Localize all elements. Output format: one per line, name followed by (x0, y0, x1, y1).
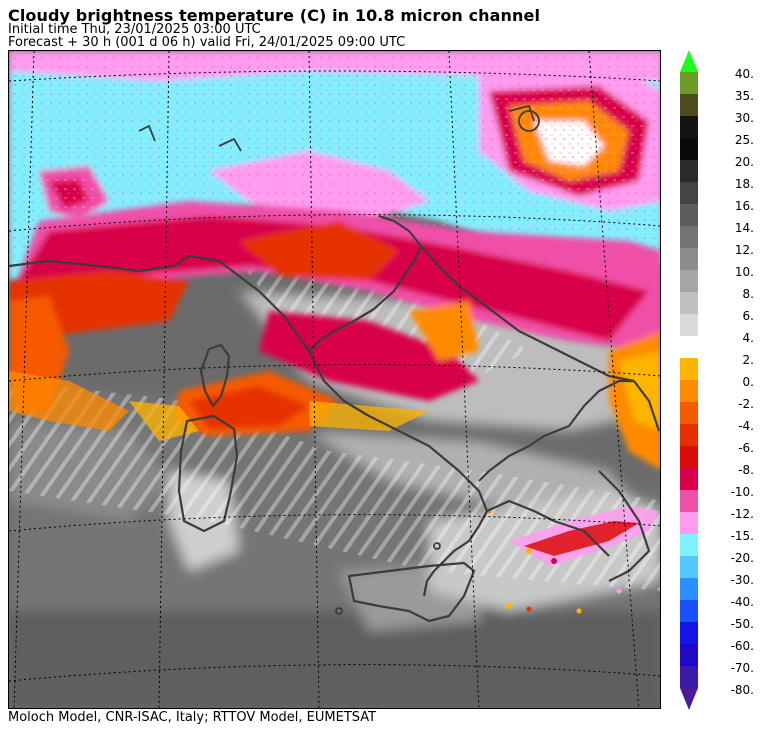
brightness-temperature-map (8, 50, 661, 709)
color-scale-swatch (680, 578, 698, 600)
initial-time-label: Initial time Thu, 23/01/2025 03:00 UTC (8, 22, 261, 37)
color-scale-swatch (680, 94, 698, 116)
color-scale-label: -2. (738, 397, 754, 411)
color-scale-swatch (680, 138, 698, 160)
color-scale-swatch (680, 160, 698, 182)
color-scale-swatch (680, 270, 698, 292)
graticule (9, 51, 660, 708)
color-scale-label: 12. (734, 243, 754, 257)
color-scale-label: 35. (734, 89, 754, 103)
color-scale-swatch (680, 446, 698, 468)
color-scale-label: -50. (730, 617, 754, 631)
color-scale-swatch (680, 402, 698, 424)
color-scale-label: -80. (730, 683, 754, 697)
forecast-valid-label: Forecast + 30 h (001 d 06 h) valid Fri, … (8, 35, 406, 50)
color-scale-swatch (680, 468, 698, 490)
map-title: Cloudy brightness temperature (C) in 10.… (8, 6, 541, 25)
color-scale-label: -40. (730, 595, 754, 609)
color-scale-swatch (680, 512, 698, 534)
color-scale-label: 20. (734, 155, 754, 169)
color-scale-label: -70. (730, 661, 754, 675)
color-scale-label: -4. (738, 419, 754, 433)
color-scale-swatch (680, 600, 698, 622)
color-scale-label: 6. (742, 309, 754, 323)
color-scale-label: -8. (738, 463, 754, 477)
color-scale-swatch (680, 314, 698, 336)
france-coastline (9, 259, 175, 273)
color-scale-label: -20. (730, 551, 754, 565)
color-scale-label: -15. (730, 529, 754, 543)
color-scale-swatch (680, 72, 698, 94)
color-scale-swatch (680, 358, 698, 380)
color-scale-swatch (680, 204, 698, 226)
color-scale-label: 0. (742, 375, 754, 389)
color-scale-label: 18. (734, 177, 754, 191)
italy-peninsula-coastline (173, 214, 634, 597)
color-scale-label: -12. (730, 507, 754, 521)
color-scale-label: 2. (742, 353, 754, 367)
adriatic-east-coastline (420, 245, 660, 432)
color-scale-label: 8. (742, 287, 754, 301)
color-scale-label: -60. (730, 639, 754, 653)
color-scale-swatch (680, 424, 698, 446)
color-scale-label: 4. (742, 331, 754, 345)
color-scale-swatch (680, 644, 698, 666)
color-scale-label: 30. (734, 111, 754, 125)
color-scale-label: 25. (734, 133, 754, 147)
color-scale-bottom-arrow (680, 688, 698, 710)
color-scale-swatch (680, 556, 698, 578)
color-scale-swatch (680, 226, 698, 248)
color-scale-swatch (680, 490, 698, 512)
color-scale-swatches (680, 50, 698, 710)
islands (138, 104, 540, 615)
color-scale-top-arrow (680, 50, 698, 72)
color-scale-label: 14. (734, 221, 754, 235)
sardinia-coastline (177, 414, 239, 533)
color-scale-swatch (680, 248, 698, 270)
color-scale-swatch (680, 622, 698, 644)
color-scale-swatch (680, 666, 698, 688)
color-scale-label: 40. (734, 67, 754, 81)
color-scale-label: 16. (734, 199, 754, 213)
coastlines (9, 214, 660, 623)
sicily-coastline (347, 561, 476, 623)
color-scale-label: -6. (738, 441, 754, 455)
color-scale-swatch (680, 534, 698, 556)
color-scale-label: 10. (734, 265, 754, 279)
balkan-coastline (598, 470, 651, 582)
color-scale-label: -30. (730, 573, 754, 587)
color-scale-swatch (680, 116, 698, 138)
color-scale-legend (676, 50, 760, 712)
color-scale-label: -10. (730, 485, 754, 499)
map-canvas (9, 51, 660, 708)
color-scale-swatch (680, 292, 698, 314)
model-credit: Moloch Model, CNR-ISAC, Italy; RTTOV Mod… (8, 710, 377, 725)
color-scale-swatch (680, 182, 698, 204)
corsica-coastline (199, 343, 231, 408)
color-scale-swatch (680, 380, 698, 402)
